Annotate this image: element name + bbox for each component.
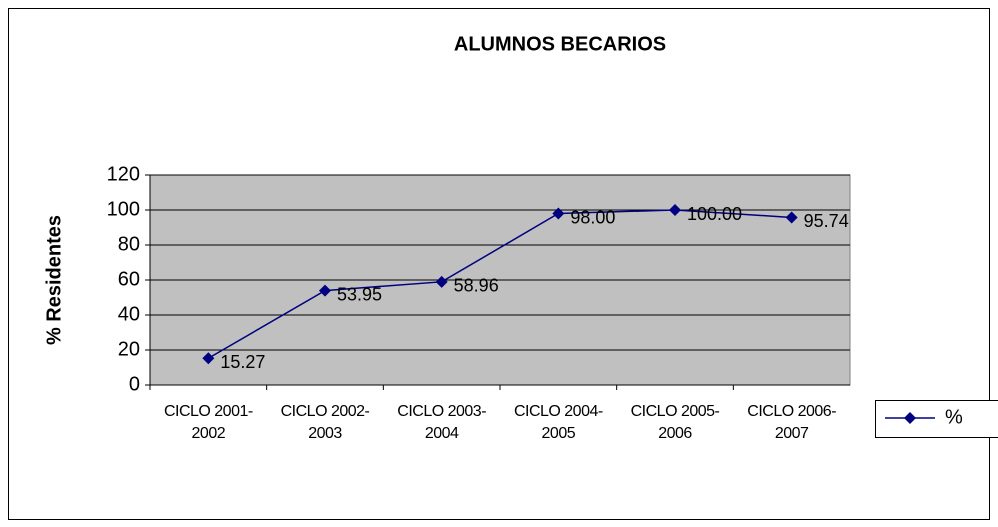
data-label: 53.95 bbox=[337, 284, 382, 304]
point-marker bbox=[669, 204, 681, 216]
data-label: 98.00 bbox=[570, 207, 615, 227]
point-marker bbox=[202, 352, 215, 365]
data-label: 100.00 bbox=[687, 204, 742, 224]
point-marker bbox=[785, 211, 798, 224]
data-label: 15.27 bbox=[220, 352, 265, 372]
data-label: 95.74 bbox=[804, 211, 849, 231]
y-tick-label: 60 bbox=[118, 268, 140, 290]
y-tick-label: 100 bbox=[107, 198, 140, 220]
legend-label: % bbox=[945, 406, 963, 428]
x-tick-label: CICLO 2003-2004 bbox=[397, 403, 487, 442]
legend-box bbox=[875, 400, 998, 438]
y-tick-label: 40 bbox=[118, 303, 140, 325]
x-tick-label: CICLO 2005-2006 bbox=[630, 403, 720, 442]
data-label: 58.96 bbox=[454, 276, 499, 296]
chart-title: ALUMNOS BECARIOS bbox=[454, 33, 666, 55]
y-tick-label: 80 bbox=[118, 233, 140, 255]
x-tick-label: CICLO 2002-2003 bbox=[280, 403, 370, 442]
point-marker bbox=[319, 284, 331, 297]
legend-marker bbox=[904, 412, 916, 424]
point-marker bbox=[435, 275, 448, 288]
point-marker bbox=[552, 207, 565, 220]
x-tick-label: CICLO 2006-2007 bbox=[747, 403, 837, 442]
x-tick-label: CICLO 2004-2005 bbox=[513, 403, 603, 442]
y-tick-label: 20 bbox=[118, 338, 140, 360]
x-tick-label: CICLO 2001-2002 bbox=[163, 403, 253, 442]
y-tick-label: 0 bbox=[129, 373, 140, 395]
series-line bbox=[207, 209, 792, 359]
y-tick-label: 120 bbox=[107, 163, 140, 185]
y-axis-label: % Residentes bbox=[43, 215, 65, 345]
